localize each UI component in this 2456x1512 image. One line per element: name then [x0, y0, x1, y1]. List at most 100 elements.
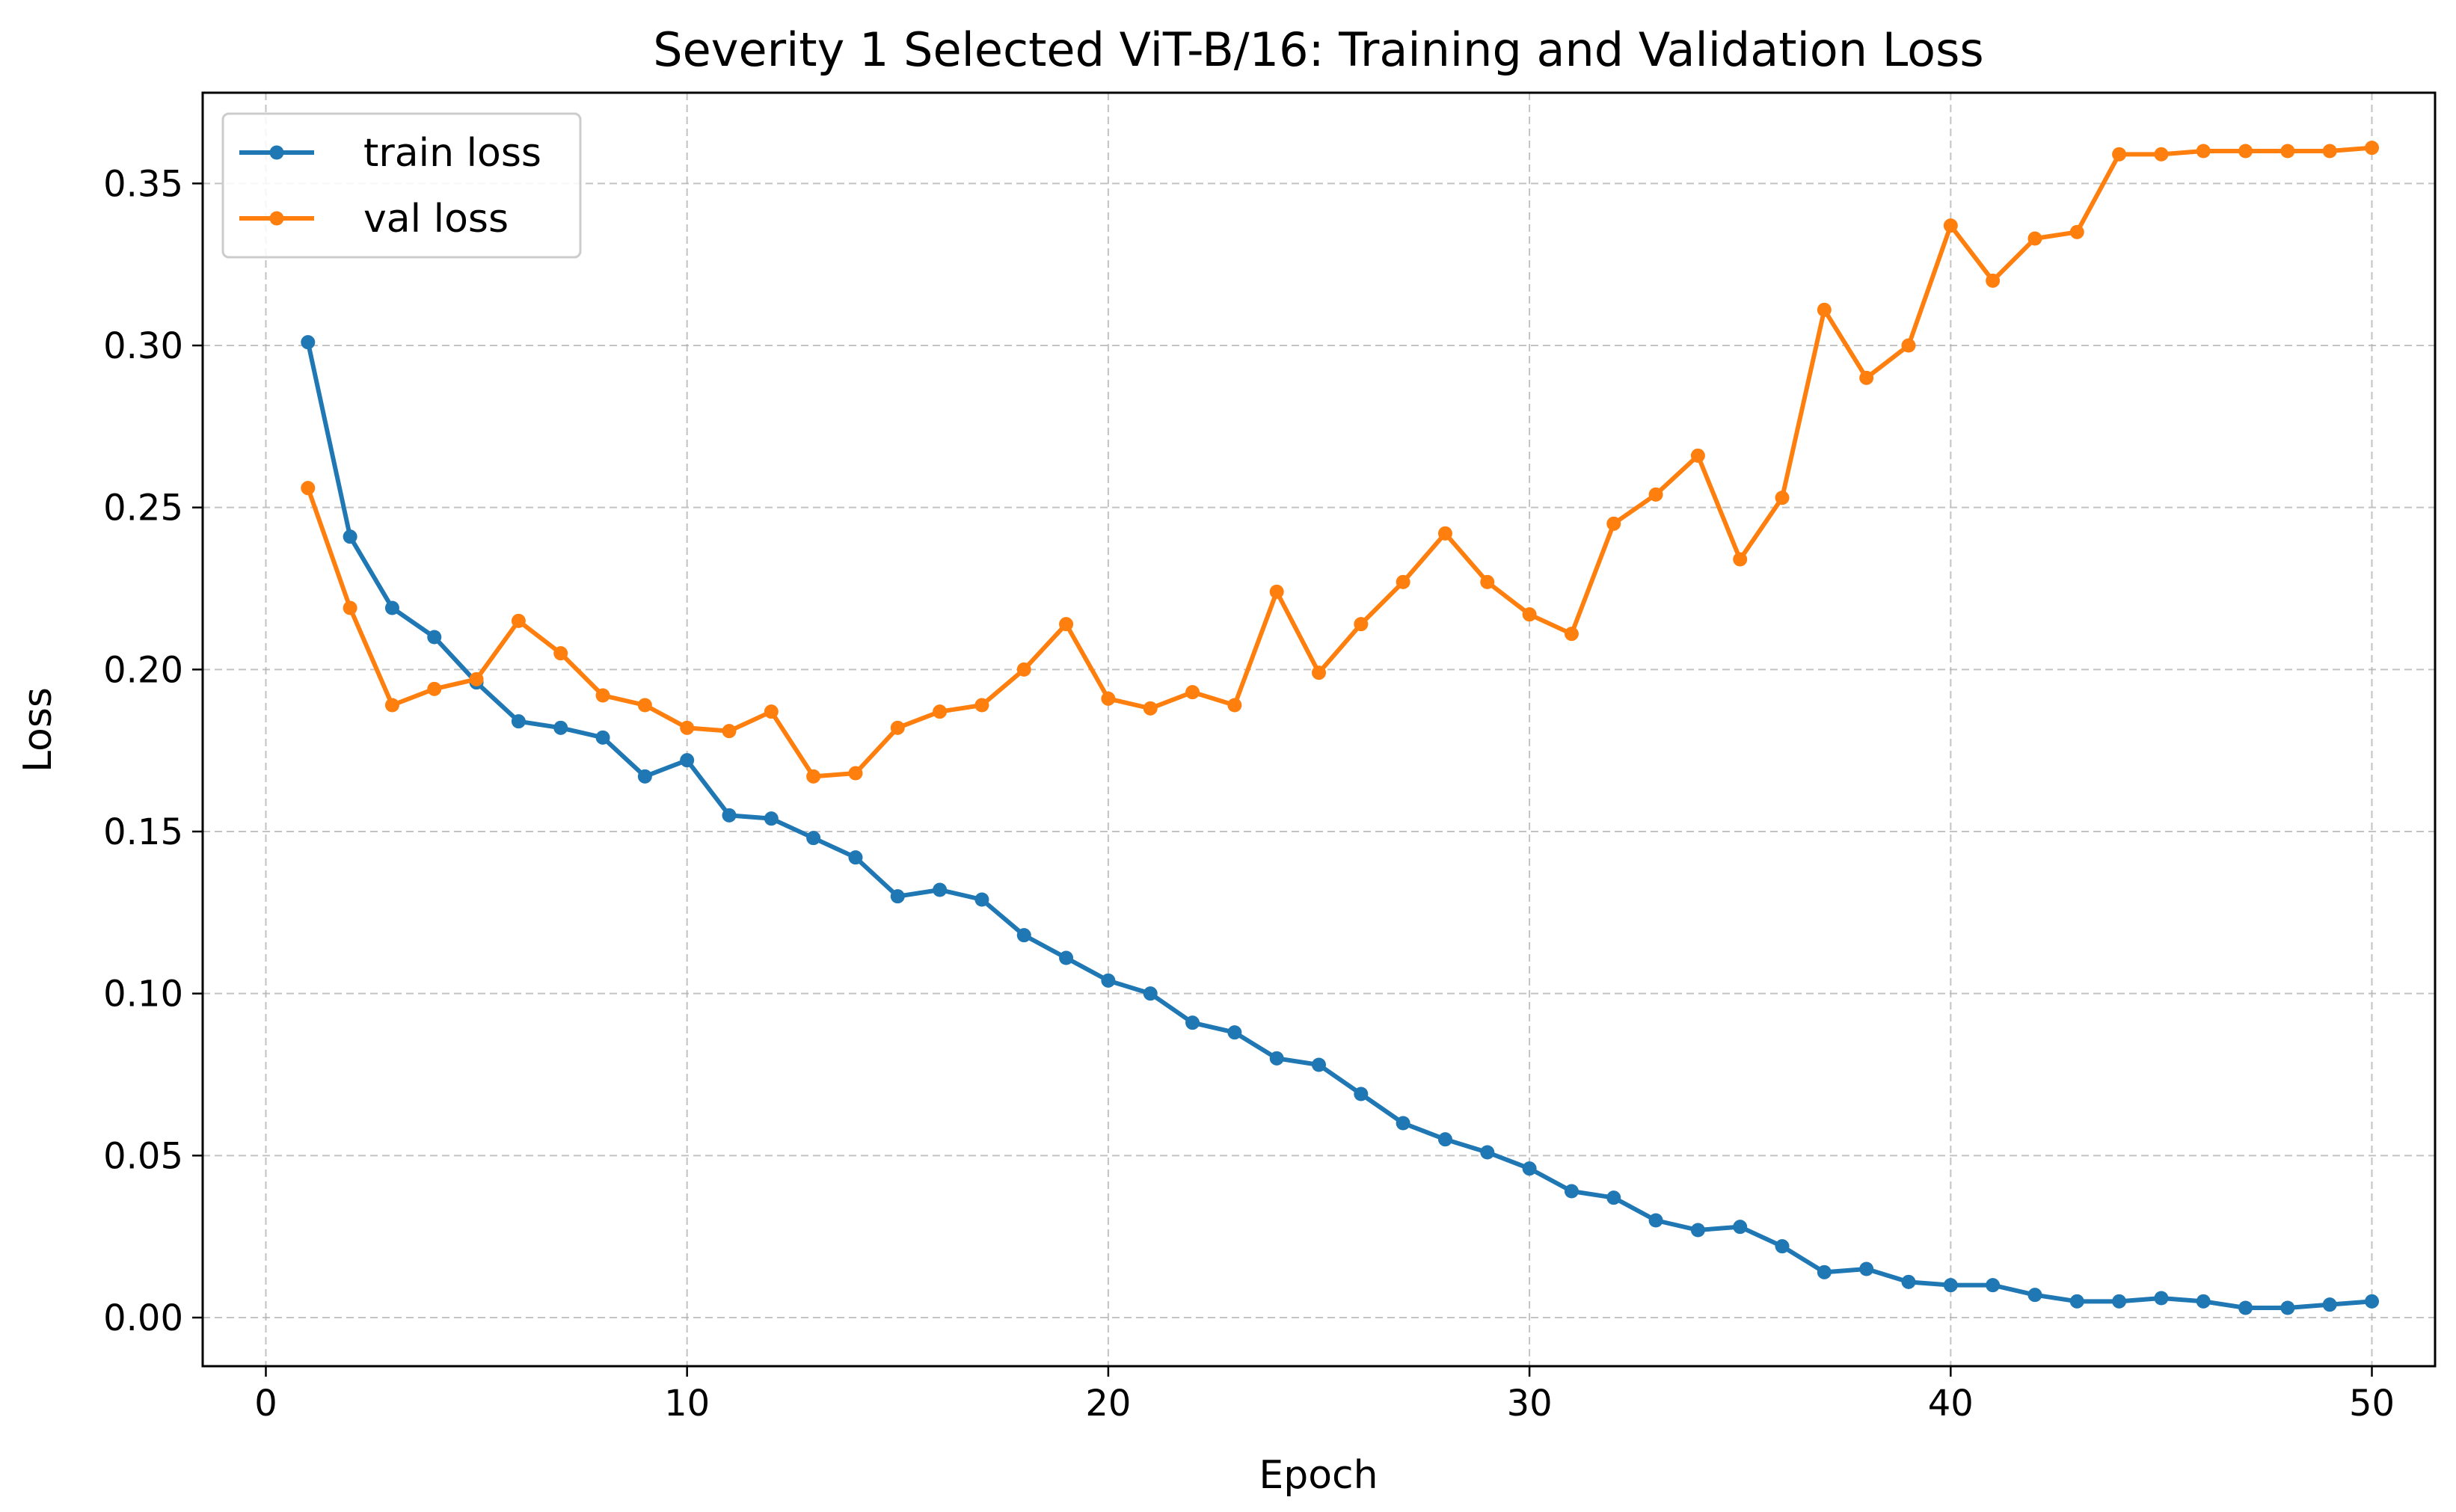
train-loss-point [2112, 1294, 2127, 1309]
val-loss-point [806, 769, 821, 784]
train-loss-point [511, 714, 526, 729]
val-loss-point [1690, 448, 1705, 463]
legend-marker-val-loss [269, 211, 284, 226]
val-loss-point [343, 600, 357, 615]
y-tick-label: 0.00 [103, 1297, 183, 1339]
x-tick-label: 10 [664, 1383, 710, 1425]
y-tick-label: 0.05 [103, 1135, 183, 1177]
val-loss-point [1396, 574, 1410, 589]
train-loss-point [933, 882, 948, 897]
train-loss-point [1312, 1057, 1326, 1072]
val-loss-point [1227, 698, 1242, 713]
val-loss-point [2365, 141, 2380, 156]
train-loss-point [1059, 950, 1074, 965]
series-train-loss [301, 335, 2380, 1315]
val-loss-point [1775, 491, 1790, 505]
val-loss-point [1185, 685, 1200, 700]
val-loss-point [1859, 370, 1874, 385]
tick-layer: 0 10 20 30 40 50 0.00 0.05 0.10 0.15 0.20 0.25 0.30 0… [103, 163, 2395, 1425]
y-tick-label: 0.15 [103, 811, 183, 853]
val-loss-point [2322, 144, 2337, 159]
train-loss-point [2196, 1294, 2211, 1309]
val-loss-point [1817, 302, 1832, 317]
val-loss-point [301, 481, 316, 496]
train-loss-point [1564, 1184, 1579, 1199]
chart-title: Severity 1 Selected ViT-B/16: Training a… [653, 22, 1983, 77]
val-loss-point [1437, 526, 1452, 541]
train-loss-point [890, 889, 905, 904]
x-tick-label: 0 [254, 1383, 277, 1425]
val-loss-point [1059, 617, 1074, 632]
train-loss-point [301, 335, 316, 350]
plot-frame [201, 91, 2437, 1368]
train-loss-point [848, 850, 863, 865]
train-loss-point [722, 808, 737, 823]
train-loss-point [1648, 1213, 1663, 1228]
x-tick-label: 20 [1085, 1383, 1131, 1425]
train-loss-point [1986, 1278, 2001, 1293]
legend: train loss val loss [221, 112, 582, 259]
train-loss-point [1437, 1132, 1452, 1147]
val-loss-point [1733, 552, 1748, 567]
val-loss-point [680, 720, 695, 735]
val-loss-point [1016, 662, 1031, 677]
val-loss-point [427, 681, 442, 696]
train-loss-point [764, 811, 779, 826]
train-loss-point [1690, 1223, 1705, 1238]
train-loss-point [1101, 973, 1116, 988]
grid-layer [203, 93, 2435, 1366]
val-loss-point [2027, 231, 2042, 246]
val-loss-point [511, 613, 526, 628]
val-loss-point [1269, 584, 1284, 599]
train-loss-point [2322, 1297, 2337, 1312]
train-loss-line [305, 342, 2372, 1310]
train-loss-point [2365, 1294, 2380, 1309]
train-loss-point [1269, 1051, 1284, 1066]
val-loss-point [1901, 338, 1916, 353]
train-loss-point [2154, 1291, 2169, 1306]
train-loss-point [427, 630, 442, 645]
val-loss-point [722, 724, 737, 739]
train-loss-point [1943, 1278, 1958, 1293]
val-loss-point [933, 704, 948, 719]
train-loss-point [1775, 1239, 1790, 1254]
y-tick-label: 0.25 [103, 488, 183, 529]
val-loss-point [2280, 144, 2295, 159]
series-val-loss [301, 141, 2380, 784]
train-loss-point [637, 769, 652, 784]
val-loss-point [1648, 487, 1663, 502]
val-loss-point [764, 704, 779, 719]
y-axis-label: Loss [16, 687, 61, 772]
train-loss-point [343, 529, 357, 544]
train-loss-point [1185, 1015, 1200, 1030]
val-loss-point [1522, 607, 1537, 622]
train-loss-point [1480, 1145, 1495, 1160]
train-loss-point [1733, 1220, 1748, 1235]
legend-label-val-loss: val loss [363, 197, 509, 242]
val-loss-point [2238, 144, 2253, 159]
val-loss-point [2069, 224, 2084, 239]
series-layer [301, 141, 2380, 1315]
train-loss-point [974, 892, 989, 907]
val-loss-point [974, 698, 989, 713]
legend-marker-train-loss [269, 145, 284, 160]
train-loss-point [680, 753, 695, 768]
val-loss-point [2154, 147, 2169, 162]
legend-label-train-loss: train loss [363, 131, 541, 176]
x-tick-label: 30 [1507, 1383, 1553, 1425]
train-loss-point [2238, 1300, 2253, 1315]
val-loss-point [1101, 691, 1116, 706]
val-loss-point [1943, 218, 1958, 233]
val-loss-point [469, 672, 484, 686]
val-loss-point [553, 646, 568, 661]
train-loss-point [384, 600, 399, 615]
train-loss-point [806, 831, 821, 846]
x-tick-label: 50 [2349, 1383, 2395, 1425]
val-loss-point [2112, 147, 2127, 162]
val-loss-point [637, 698, 652, 713]
val-loss-point [1480, 574, 1495, 589]
train-loss-point [1901, 1274, 1916, 1289]
y-tick-label: 0.10 [103, 974, 183, 1015]
train-loss-point [2280, 1300, 2295, 1315]
legend-box [221, 112, 582, 259]
